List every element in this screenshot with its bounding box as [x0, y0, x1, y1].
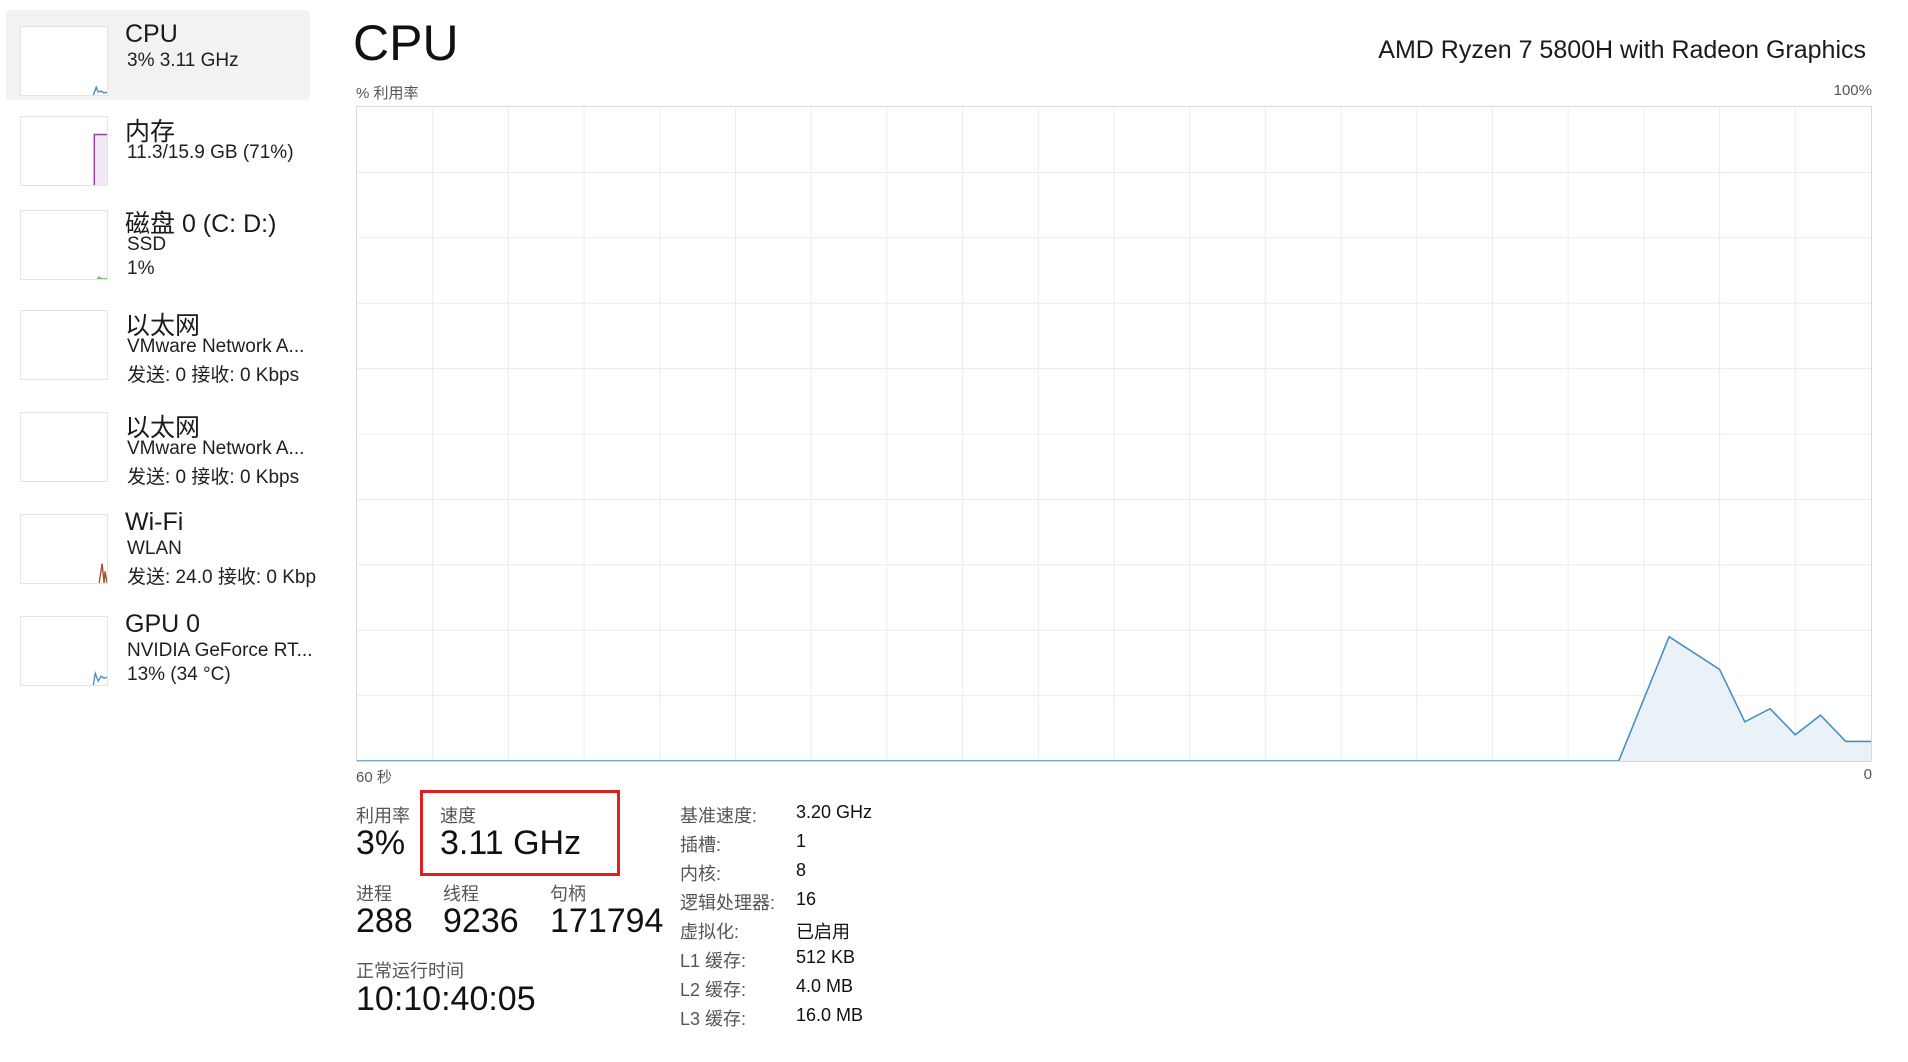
sidebar-item-title: 以太网 — [125, 414, 201, 442]
handles-value: 171794 — [550, 902, 664, 940]
cores-value: 8 — [796, 860, 807, 880]
speed-value: 3.11 GHz — [440, 824, 582, 862]
memory-thumbnail-graph — [20, 116, 108, 186]
l1-cache-value: 512 KB — [796, 947, 856, 967]
virtualization-value: 已启用 — [796, 922, 850, 942]
sidebar-item-detail: NVIDIA GeForce RT... — [127, 640, 313, 661]
threads-value: 9236 — [443, 902, 519, 940]
cpu-utilization-line — [357, 635, 1871, 761]
cpu-model-name: AMD Ryzen 7 5800H with Radeon Graphics — [1378, 36, 1866, 64]
sidebar-item-cpu[interactable]: CPU 3% 3.11 GHz — [6, 10, 310, 100]
sidebar-item-detail: VMware Network A... — [127, 438, 305, 459]
l1-cache-label: L1 缓存: — [680, 951, 747, 971]
uptime-value: 10:10:40:05 — [356, 980, 536, 1018]
speed-label: 速度 — [440, 806, 476, 826]
ethernet-thumbnail-graph — [20, 412, 108, 482]
y-axis-label: % 利用率 — [356, 85, 419, 102]
sockets-value: 1 — [796, 831, 807, 851]
processes-label: 进程 — [356, 884, 392, 904]
handles-label: 句柄 — [550, 884, 586, 904]
uptime-label: 正常运行时间 — [356, 961, 464, 981]
wifi-thumbnail-graph — [20, 514, 108, 584]
x-axis-left-label: 60 秒 — [356, 769, 392, 786]
cpu-thumbnail-graph — [20, 26, 108, 96]
base-speed-label: 基准速度: — [680, 806, 758, 826]
utilization-label: 利用率 — [356, 806, 410, 826]
disk-thumbnail-graph — [20, 210, 108, 280]
processes-value: 288 — [356, 902, 413, 940]
y-axis-max-label: 100% — [1833, 82, 1872, 99]
base-speed-value: 3.20 GHz — [796, 802, 873, 822]
cores-label: 内核: — [680, 864, 722, 884]
sidebar-item-ethernet-2[interactable]: 以太网 VMware Network A... 发送: 0 接收: 0 Kbps — [6, 400, 310, 490]
page-title: CPU — [353, 15, 459, 71]
l3-cache-label: L3 缓存: — [680, 1009, 747, 1029]
virtualization-label: 虚拟化: — [680, 922, 740, 942]
sockets-label: 插槽: — [680, 835, 722, 855]
sidebar-item-detail: 发送: 0 接收: 0 Kbps — [127, 467, 300, 488]
cpu-area-fill — [357, 636, 1871, 761]
ethernet-thumbnail-graph — [20, 310, 108, 380]
speed-highlight-box — [420, 790, 620, 876]
cpu-utilization-graph — [356, 106, 1872, 762]
graph-grid — [357, 107, 1871, 761]
l2-cache-value: 4.0 MB — [796, 976, 854, 996]
logical-processors-label: 逻辑处理器: — [680, 893, 776, 913]
sidebar-item-detail: 发送: 24.0 接收: 0 Kbp — [127, 567, 317, 588]
sidebar-item-detail: 11.3/15.9 GB (71%) — [127, 142, 294, 163]
sidebar-item-detail: 3% 3.11 GHz — [127, 50, 239, 71]
x-axis-right-label: 0 — [1863, 766, 1872, 783]
sidebar-item-disk[interactable]: 磁盘 0 (C: D:) SSD 1% — [6, 194, 310, 284]
sidebar-item-gpu[interactable]: GPU 0 NVIDIA GeForce RT... 13% (34 °C) — [6, 604, 313, 694]
sidebar-item-title: Wi-Fi — [125, 508, 184, 536]
l3-cache-value: 16.0 MB — [796, 1005, 864, 1025]
sidebar-item-wifi[interactable]: Wi-Fi WLAN 发送: 24.0 接收: 0 Kbp — [6, 502, 316, 592]
gpu-thumbnail-graph — [20, 616, 108, 686]
sidebar-item-detail: VMware Network A... — [127, 336, 305, 357]
sidebar-item-detail: 13% (34 °C) — [127, 664, 231, 685]
sidebar-item-detail: WLAN — [127, 538, 182, 559]
logical-processors-value: 16 — [796, 889, 817, 909]
sidebar-item-memory[interactable]: 内存 11.3/15.9 GB (71%) — [6, 102, 310, 192]
sidebar-item-title: 以太网 — [125, 312, 201, 340]
sidebar-item-title: 磁盘 0 (C: D:) — [125, 210, 277, 238]
sidebar-item-detail: 发送: 0 接收: 0 Kbps — [127, 365, 300, 386]
resource-sidebar: CPU 3% 3.11 GHz 内存 11.3/15.9 GB (71%) 磁盘… — [0, 0, 320, 1062]
cpu-utilization-chart — [357, 107, 1871, 761]
sidebar-item-title: GPU 0 — [125, 610, 201, 638]
sidebar-item-title: 内存 — [125, 118, 176, 146]
sidebar-item-title: CPU — [125, 20, 178, 48]
l2-cache-label: L2 缓存: — [680, 980, 747, 1000]
threads-label: 线程 — [443, 884, 479, 904]
sidebar-item-detail: 1% — [127, 258, 155, 279]
utilization-value: 3% — [356, 824, 406, 862]
sidebar-item-ethernet-1[interactable]: 以太网 VMware Network A... 发送: 0 接收: 0 Kbps — [6, 298, 310, 388]
sidebar-item-detail: SSD — [127, 234, 167, 255]
